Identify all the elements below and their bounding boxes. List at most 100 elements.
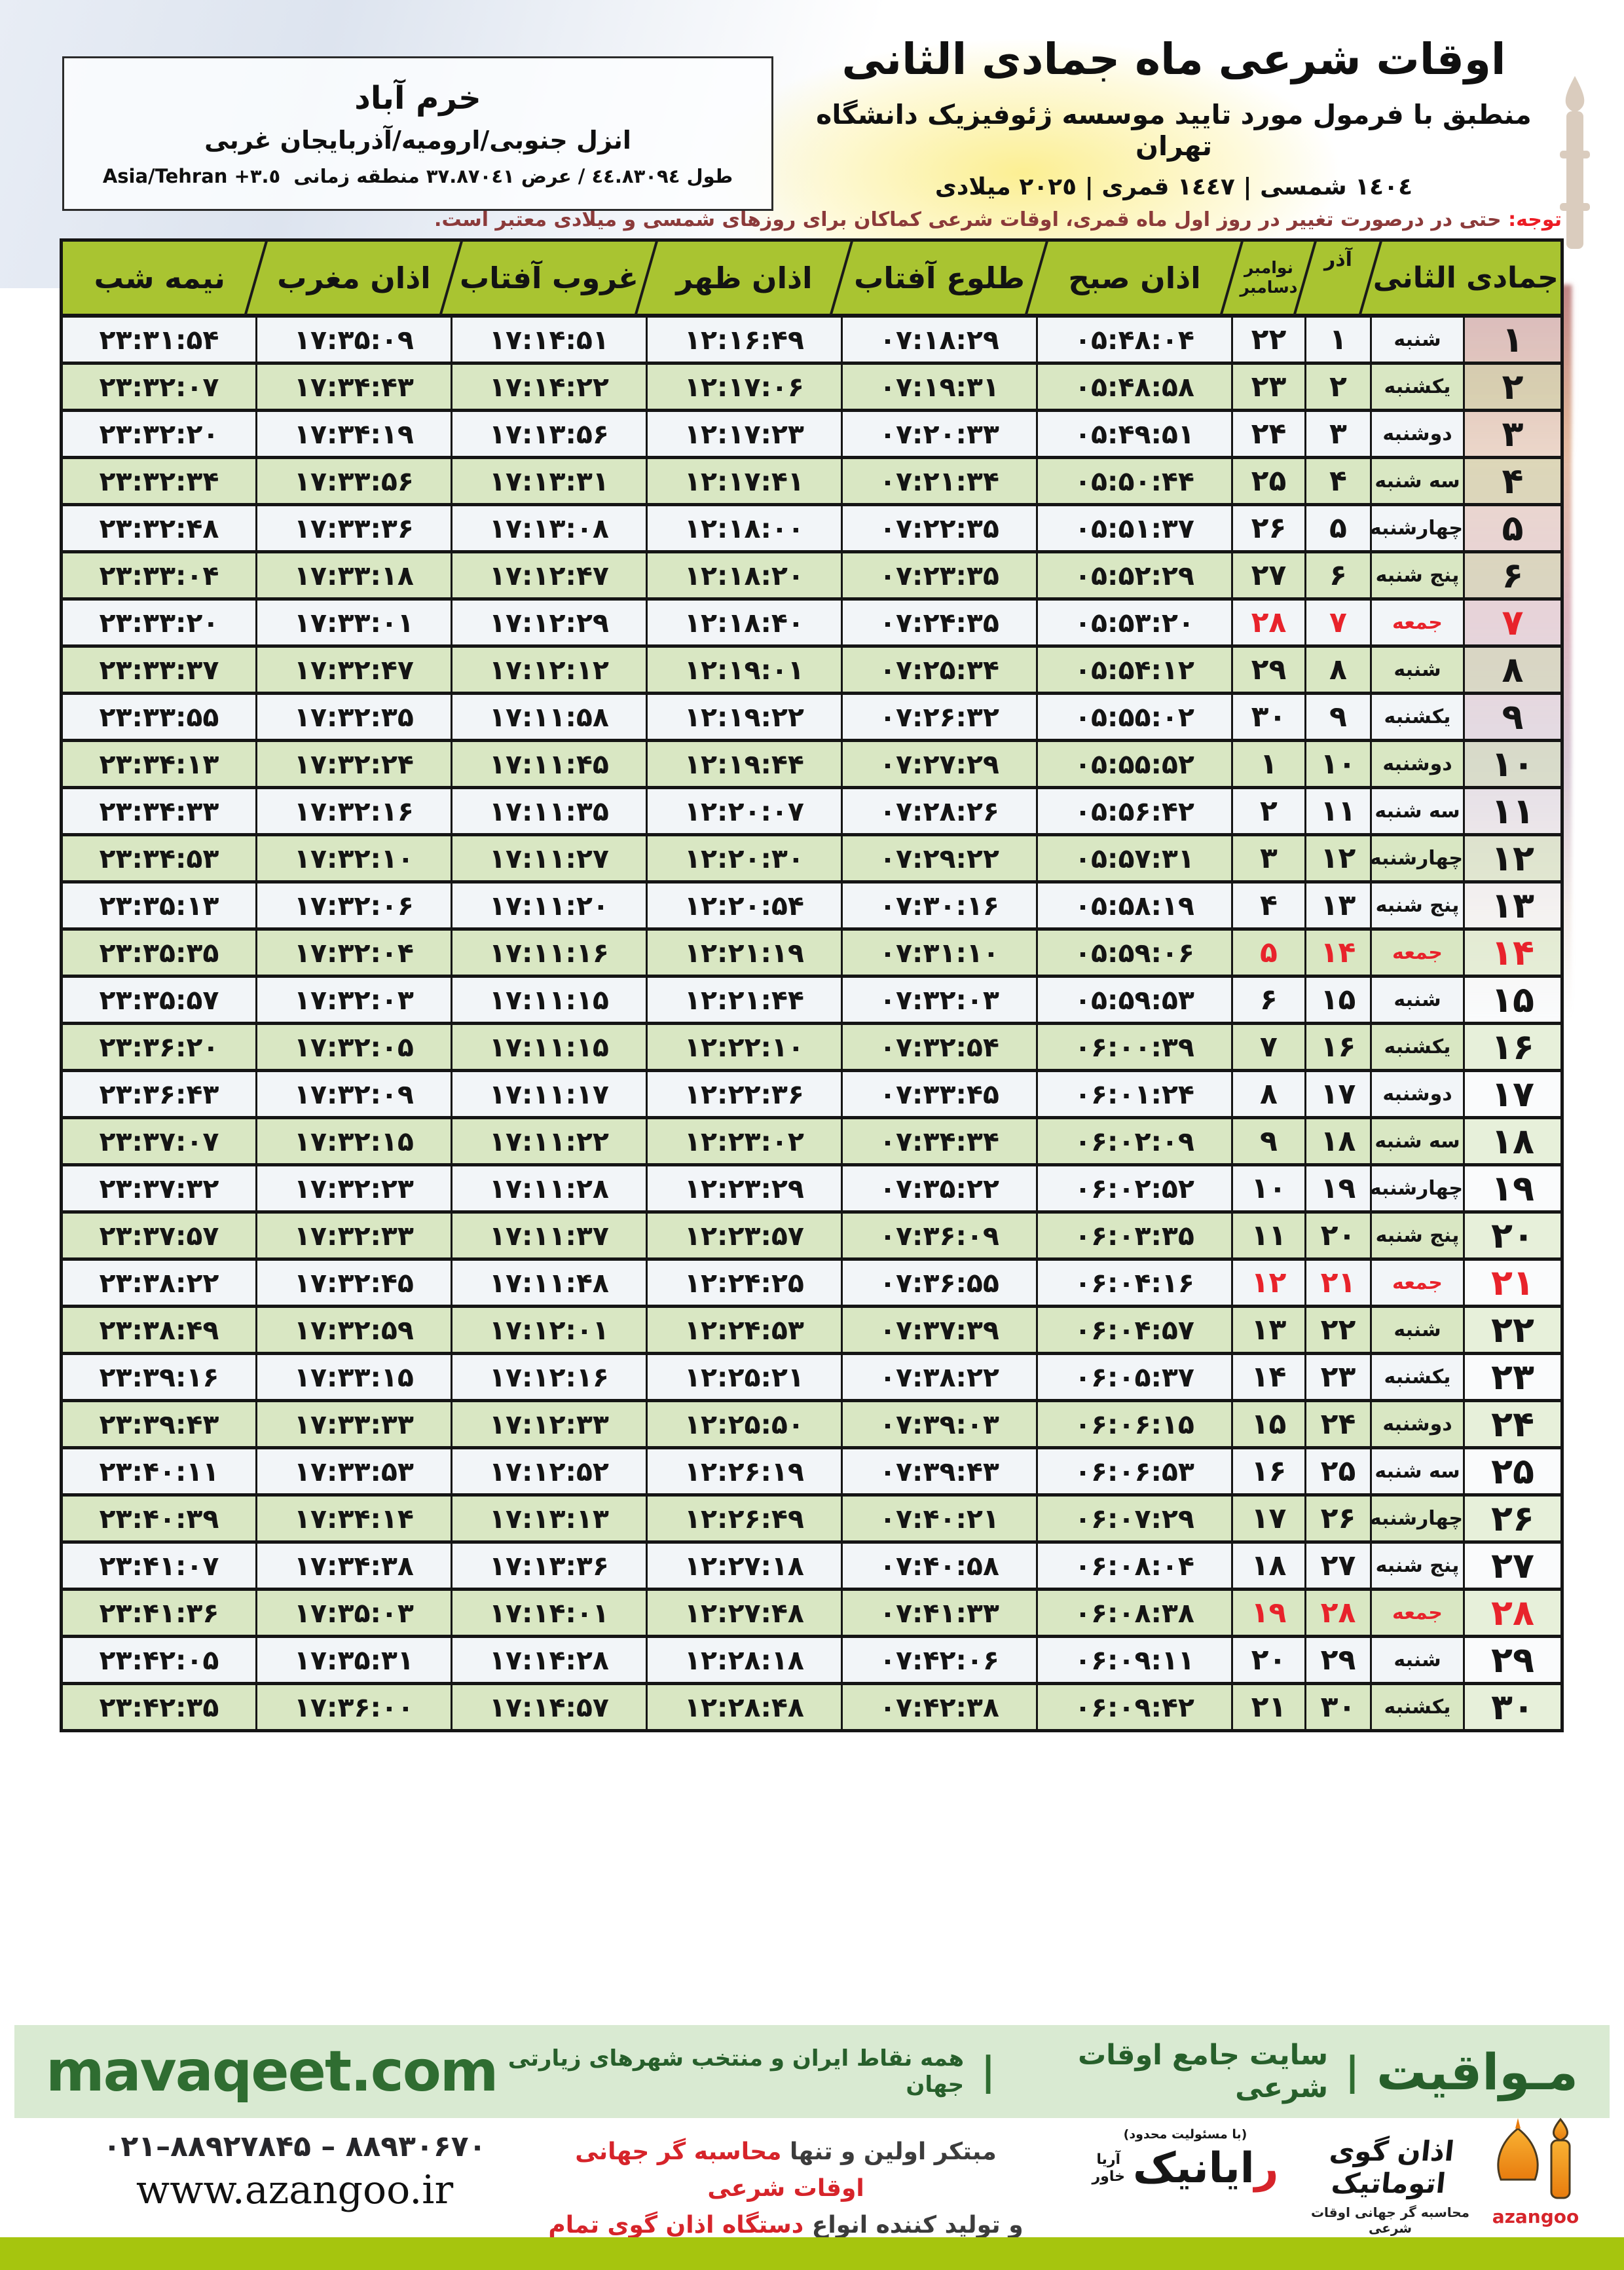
cell-azan-maghreb: ۱۷:۳۳:۱۸ (255, 550, 452, 601)
cell-azan-zohr: ۱۲:۲۳:۵۷ (645, 1210, 843, 1261)
table-row: ۷ جمعه ۷ ۲۸ ۰۵:۵۳:۲۰ ۰۷:۲۴:۳۵ ۱۲:۱۸:۴۰ ۱… (60, 597, 1563, 648)
cell-gregorian-day: ۱ (1230, 739, 1306, 789)
cell-azan-zohr: ۱۲:۲۰:۰۷ (645, 786, 843, 836)
cell-azan-zohr: ۱۲:۲۵:۲۱ (645, 1352, 843, 1402)
rayanik-logo: (با مسئولیت محدود) رایانیک آریا خاور (1074, 2127, 1297, 2193)
cell-sunset: ۱۷:۱۱:۳۵ (450, 786, 648, 836)
header-sunrise: طلوع آفتاب (841, 240, 1037, 318)
site-name: مـواقیت (1376, 2042, 1578, 2101)
site-domain: mavaqeet.com (46, 2039, 498, 2104)
cell-jamadi-day: ۷ (1463, 597, 1563, 648)
table-row: ۱۴ جمعه ۱۴ ۵ ۰۵:۵۹:۰۶ ۰۷:۳۱:۱۰ ۱۲:۲۱:۱۹ … (60, 927, 1563, 978)
cell-midnight: ۲۳:۳۴:۱۳ (60, 739, 257, 789)
rayanik-license-text: (با مسئولیت محدود) (1123, 2127, 1247, 2142)
cell-azan-zohr: ۱۲:۲۴:۵۳ (645, 1305, 843, 1355)
cell-weekday: جمعه (1369, 1588, 1466, 1638)
table-row: ۲۵ سه شنبه ۲۵ ۱۶ ۰۶:۰۶:۵۳ ۰۷:۳۹:۴۳ ۱۲:۲۶… (60, 1446, 1563, 1497)
cell-sunset: ۱۷:۱۱:۲۸ (450, 1163, 648, 1214)
cell-sunrise: ۰۷:۳۲:۰۳ (840, 975, 1038, 1025)
cell-gregorian-day: ۸ (1230, 1069, 1306, 1119)
cell-weekday: پنج شنبه (1369, 550, 1466, 601)
cell-midnight: ۲۳:۴۰:۱۱ (60, 1446, 257, 1497)
cell-azan-zohr: ۱۲:۲۰:۵۴ (645, 880, 843, 931)
cell-azar-day: ۳۰ (1304, 1682, 1372, 1732)
cell-sunrise: ۰۷:۳۸:۲۲ (840, 1352, 1038, 1402)
cell-jamadi-day: ۱۳ (1463, 880, 1563, 931)
cell-sunrise: ۰۷:۲۲:۳۵ (840, 503, 1038, 553)
cell-azan-maghreb: ۱۷:۳۳:۳۶ (255, 503, 452, 553)
cell-azan-sobh: ۰۶:۰۲:۵۲ (1035, 1163, 1233, 1214)
cell-jamadi-day: ۲۱ (1463, 1257, 1563, 1308)
table-row: ۱۳ پنج شنبه ۱۳ ۴ ۰۵:۵۸:۱۹ ۰۷:۳۰:۱۶ ۱۲:۲۰… (60, 880, 1563, 931)
cell-sunrise: ۰۷:۴۰:۲۱ (840, 1493, 1038, 1544)
cell-azan-zohr: ۱۲:۲۸:۱۸ (645, 1635, 843, 1685)
cell-jamadi-day: ۲۰ (1463, 1210, 1563, 1261)
cell-azan-maghreb: ۱۷:۳۳:۵۳ (255, 1446, 452, 1497)
cell-sunrise: ۰۷:۴۲:۰۶ (840, 1635, 1038, 1685)
cell-azan-sobh: ۰۵:۵۱:۳۷ (1035, 503, 1233, 553)
table-row: ۲ یکشنبه ۲ ۲۳ ۰۵:۴۸:۵۸ ۰۷:۱۹:۳۱ ۱۲:۱۷:۰۶… (60, 362, 1563, 412)
page-title: اوقات شرعی ماه جمادی الثانی (841, 34, 1507, 84)
cell-azan-maghreb: ۱۷:۳۲:۰۳ (255, 975, 452, 1025)
cell-sunrise: ۰۷:۲۹:۲۲ (840, 833, 1038, 884)
cell-weekday: سه شنبه (1369, 1116, 1466, 1166)
cell-gregorian-day: ۹ (1230, 1116, 1306, 1166)
cell-sunrise: ۰۷:۴۰:۵۸ (840, 1540, 1038, 1591)
cell-jamadi-day: ۸ (1463, 644, 1563, 695)
cell-midnight: ۲۳:۴۱:۳۶ (60, 1588, 257, 1638)
azangoo-wordmark: اذان گوی اتوماتیک (1327, 2135, 1456, 2199)
cell-azan-zohr: ۱۲:۱۸:۰۰ (645, 503, 843, 553)
cell-midnight: ۲۳:۳۵:۱۳ (60, 880, 257, 931)
table-row: ۳ دوشنبه ۳ ۲۴ ۰۵:۴۹:۵۱ ۰۷:۲۰:۳۳ ۱۲:۱۷:۲۳… (60, 409, 1563, 459)
cell-azan-sobh: ۰۶:۰۸:۰۴ (1035, 1540, 1233, 1591)
cell-sunrise: ۰۷:۲۶:۳۲ (840, 692, 1038, 742)
azangoo-brand: azangoo (1492, 2206, 1579, 2227)
cell-sunrise: ۰۷:۲۴:۳۵ (840, 597, 1038, 648)
table-row: ۲۳ یکشنبه ۲۳ ۱۴ ۰۶:۰۵:۳۷ ۰۷:۳۸:۲۲ ۱۲:۲۵:… (60, 1352, 1563, 1402)
table-row: ۱۰ دوشنبه ۱۰ ۱ ۰۵:۵۵:۵۲ ۰۷:۲۷:۲۹ ۱۲:۱۹:۴… (60, 739, 1563, 789)
cell-jamadi-day: ۱۲ (1463, 833, 1563, 884)
cell-jamadi-day: ۲۸ (1463, 1588, 1563, 1638)
header-sunset: غروب آفتاب (451, 240, 647, 318)
cell-gregorian-day: ۱۶ (1230, 1446, 1306, 1497)
cell-weekday: یکشنبه (1369, 362, 1466, 412)
cell-azan-sobh: ۰۶:۰۲:۰۹ (1035, 1116, 1233, 1166)
cell-azan-zohr: ۱۲:۲۲:۱۰ (645, 1022, 843, 1072)
cell-jamadi-day: ۱۵ (1463, 975, 1563, 1025)
cell-azar-day: ۹ (1304, 692, 1372, 742)
table-row: ۲۷ پنج شنبه ۲۷ ۱۸ ۰۶:۰۸:۰۴ ۰۷:۴۰:۵۸ ۱۲:۲… (60, 1540, 1563, 1591)
cell-midnight: ۲۳:۳۳:۲۰ (60, 597, 257, 648)
cell-azan-sobh: ۰۵:۴۸:۰۴ (1035, 314, 1233, 365)
cell-midnight: ۲۳:۳۹:۱۶ (60, 1352, 257, 1402)
cell-azan-zohr: ۱۲:۲۶:۱۹ (645, 1446, 843, 1497)
cell-azan-sobh: ۰۶:۰۳:۳۵ (1035, 1210, 1233, 1261)
cell-jamadi-day: ۳۰ (1463, 1682, 1563, 1732)
cell-azan-maghreb: ۱۷:۳۵:۰۹ (255, 314, 452, 365)
cell-gregorian-day: ۲۹ (1230, 644, 1306, 695)
cell-azan-zohr: ۱۲:۱۸:۲۰ (645, 550, 843, 601)
cell-azan-zohr: ۱۲:۱۷:۴۱ (645, 456, 843, 506)
cell-azan-maghreb: ۱۷:۳۴:۱۹ (255, 409, 452, 459)
cell-azan-zohr: ۱۲:۱۹:۲۲ (645, 692, 843, 742)
cell-jamadi-day: ۴ (1463, 456, 1563, 506)
cell-weekday: جمعه (1369, 597, 1466, 648)
page-header: اوقات شرعی ماه جمادی الثانی منطبق با فرم… (783, 34, 1565, 200)
site-description-1: سایت جامع اوقات شرعی (1077, 2039, 1329, 2104)
cell-jamadi-day: ۶ (1463, 550, 1563, 601)
cell-sunset: ۱۷:۱۱:۳۷ (450, 1210, 648, 1261)
cell-weekday: یکشنبه (1369, 1022, 1466, 1072)
cell-azan-zohr: ۱۲:۲۰:۳۰ (645, 833, 843, 884)
cell-azar-day: ۴ (1304, 456, 1372, 506)
cell-midnight: ۲۳:۴۲:۳۵ (60, 1682, 257, 1732)
cell-jamadi-day: ۱ (1463, 314, 1563, 365)
cell-weekday: چهارشنبه (1370, 1493, 1466, 1544)
cell-midnight: ۲۳:۳۲:۳۴ (60, 456, 257, 506)
cell-sunset: ۱۷:۱۴:۵۷ (450, 1682, 648, 1732)
cell-azan-sobh: ۰۶:۰۱:۲۴ (1035, 1069, 1233, 1119)
cell-gregorian-day: ۲۸ (1230, 597, 1306, 648)
cell-sunset: ۱۷:۱۲:۱۶ (450, 1352, 648, 1402)
cell-weekday: یکشنبه (1369, 692, 1466, 742)
cell-weekday: شنبه (1369, 1305, 1466, 1355)
cell-midnight: ۲۳:۳۶:۴۳ (60, 1069, 257, 1119)
cell-azar-day: ۵ (1304, 503, 1372, 553)
